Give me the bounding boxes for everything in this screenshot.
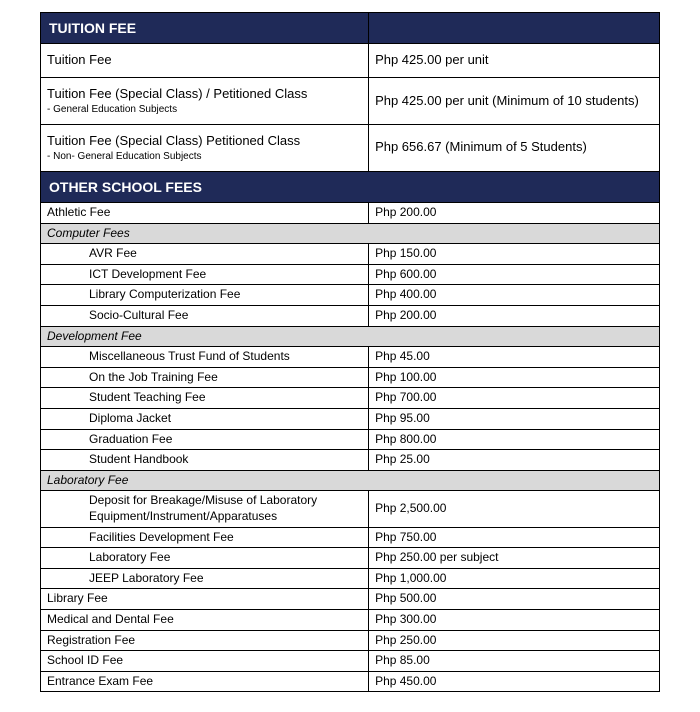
fee-value: Php 200.00 <box>369 306 660 327</box>
fee-value: Php 200.00 <box>369 203 660 224</box>
fee-value: Php 100.00 <box>369 367 660 388</box>
fee-value: Php 150.00 <box>369 244 660 265</box>
fee-label: Library Fee <box>41 589 369 610</box>
fee-row: Graduation FeePhp 800.00 <box>41 429 660 450</box>
fee-value: Php 2,500.00 <box>369 491 660 527</box>
fee-value: Php 85.00 <box>369 651 660 672</box>
fee-value: Php 425.00 per unit <box>369 44 660 78</box>
fee-group-label: Computer Fees <box>41 223 660 244</box>
fee-label: Student Handbook <box>41 450 369 471</box>
fee-label-cell: Tuition Fee (Special Class) / Petitioned… <box>41 78 369 125</box>
fee-row: Athletic FeePhp 200.00 <box>41 203 660 224</box>
fee-label-cell: Tuition Fee (Special Class) Petitioned C… <box>41 124 369 171</box>
fee-value: Php 95.00 <box>369 408 660 429</box>
fee-table-container: TUITION FEE Tuition Fee Php 425.00 per uni… <box>0 0 700 712</box>
fee-row: AVR FeePhp 150.00 <box>41 244 660 265</box>
fee-label-sub: - Non- General Education Subjects <box>47 150 362 163</box>
fee-row: Entrance Exam FeePhp 450.00 <box>41 671 660 692</box>
fee-row: JEEP Laboratory FeePhp 1,000.00 <box>41 568 660 589</box>
section-title: OTHER SCHOOL FEES <box>41 171 660 202</box>
fee-group-label: Laboratory Fee <box>41 470 660 491</box>
fee-value: Php 1,000.00 <box>369 568 660 589</box>
fee-label: Entrance Exam Fee <box>41 671 369 692</box>
fee-group-row: Development Fee <box>41 326 660 347</box>
fee-group-row: Computer Fees <box>41 223 660 244</box>
fee-row: Registration FeePhp 250.00 <box>41 630 660 651</box>
fee-value: Php 500.00 <box>369 589 660 610</box>
fee-label: Medical and Dental Fee <box>41 609 369 630</box>
fee-row: Deposit for Breakage/Misuse of Laborator… <box>41 491 660 527</box>
fee-label: Facilities Development Fee <box>41 527 369 548</box>
fee-label-sub: - General Education Subjects <box>47 103 362 116</box>
fee-value: Php 700.00 <box>369 388 660 409</box>
fee-label: Student Teaching Fee <box>41 388 369 409</box>
fee-label: Graduation Fee <box>41 429 369 450</box>
fee-label-cell: Tuition Fee <box>41 44 369 78</box>
fee-label: ICT Development Fee <box>41 264 369 285</box>
fee-row: Library Computerization FeePhp 400.00 <box>41 285 660 306</box>
fee-label: Miscellaneous Trust Fund of Students <box>41 347 369 368</box>
fee-value: Php 425.00 per unit (Minimum of 10 stude… <box>369 78 660 125</box>
fee-value: Php 800.00 <box>369 429 660 450</box>
fee-row: Student Teaching FeePhp 700.00 <box>41 388 660 409</box>
fee-label: Laboratory Fee <box>41 548 369 569</box>
tuition-row: Tuition Fee Php 425.00 per unit <box>41 44 660 78</box>
section-title: TUITION FEE <box>41 13 369 44</box>
fee-row: Library FeePhp 500.00 <box>41 589 660 610</box>
fee-label: Registration Fee <box>41 630 369 651</box>
tuition-row: Tuition Fee (Special Class) / Petitioned… <box>41 78 660 125</box>
fee-table: TUITION FEE Tuition Fee Php 425.00 per uni… <box>40 12 660 692</box>
fee-value: Php 45.00 <box>369 347 660 368</box>
fee-row: On the Job Training FeePhp 100.00 <box>41 367 660 388</box>
fee-label: JEEP Laboratory Fee <box>41 568 369 589</box>
section-header: TUITION FEE <box>41 13 660 44</box>
fee-row: Student HandbookPhp 25.00 <box>41 450 660 471</box>
fee-label: School ID Fee <box>41 651 369 672</box>
fee-row: Socio-Cultural FeePhp 200.00 <box>41 306 660 327</box>
fee-label: AVR Fee <box>41 244 369 265</box>
fee-label: Diploma Jacket <box>41 408 369 429</box>
fee-row: Facilities Development FeePhp 750.00 <box>41 527 660 548</box>
fee-value: Php 600.00 <box>369 264 660 285</box>
fee-value: Php 656.67 (Minimum of 5 Students) <box>369 124 660 171</box>
section-header-blank <box>369 13 660 44</box>
fee-label: Tuition Fee <box>47 52 112 67</box>
tuition-row: Tuition Fee (Special Class) Petitioned C… <box>41 124 660 171</box>
fee-value: Php 450.00 <box>369 671 660 692</box>
fee-row: Diploma JacketPhp 95.00 <box>41 408 660 429</box>
fee-row: Medical and Dental FeePhp 300.00 <box>41 609 660 630</box>
fee-label: Tuition Fee (Special Class) Petitioned C… <box>47 133 300 148</box>
fee-label: Socio-Cultural Fee <box>41 306 369 327</box>
fee-label: Tuition Fee (Special Class) / Petitioned… <box>47 86 307 101</box>
fee-label: On the Job Training Fee <box>41 367 369 388</box>
fee-group-label: Development Fee <box>41 326 660 347</box>
fee-label: Athletic Fee <box>41 203 369 224</box>
fee-value: Php 25.00 <box>369 450 660 471</box>
fee-label: Deposit for Breakage/Misuse of Laborator… <box>41 491 369 527</box>
fee-row: Laboratory FeePhp 250.00 per subject <box>41 548 660 569</box>
section-header: OTHER SCHOOL FEES <box>41 171 660 202</box>
fee-label: Library Computerization Fee <box>41 285 369 306</box>
fee-group-row: Laboratory Fee <box>41 470 660 491</box>
fee-value: Php 400.00 <box>369 285 660 306</box>
fee-row: Miscellaneous Trust Fund of StudentsPhp … <box>41 347 660 368</box>
fee-row: ICT Development FeePhp 600.00 <box>41 264 660 285</box>
fee-value: Php 750.00 <box>369 527 660 548</box>
fee-value: Php 250.00 <box>369 630 660 651</box>
fee-value: Php 250.00 per subject <box>369 548 660 569</box>
fee-row: School ID FeePhp 85.00 <box>41 651 660 672</box>
fee-value: Php 300.00 <box>369 609 660 630</box>
